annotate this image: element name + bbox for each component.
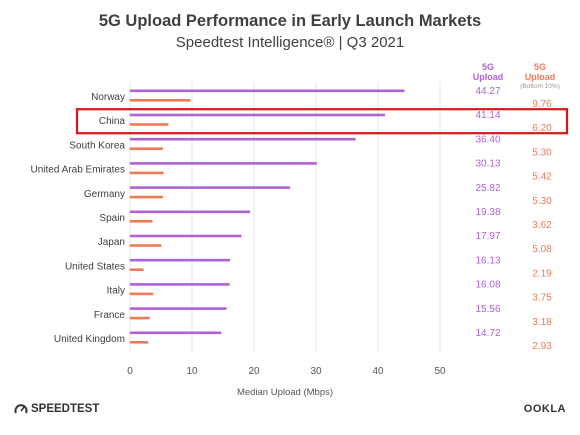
upload-bar — [130, 210, 251, 214]
category-label: Germany — [84, 189, 125, 200]
low-upload-column-header: 5G Upload (Bottom 10%) — [510, 62, 570, 91]
low-upload-bar — [130, 268, 144, 271]
upload-value-label: 30.13 — [475, 159, 500, 170]
category-label: Japan — [98, 237, 125, 248]
low-upload-value-label: 3.62 — [532, 220, 552, 231]
ookla-logo: OOKLA — [523, 403, 566, 415]
category-label: United Arab Emirates — [31, 165, 126, 176]
x-tick-label: 40 — [372, 366, 384, 377]
low-upload-bar — [130, 244, 162, 247]
low-upload-bar — [130, 99, 191, 102]
upload-bar — [130, 162, 317, 165]
category-label: Spain — [99, 213, 125, 224]
low-upload-bar — [130, 292, 154, 296]
low-upload-value-label: 9.76 — [532, 99, 552, 110]
low-upload-bar — [130, 171, 164, 175]
low-upload-value-label: 3.18 — [532, 317, 552, 328]
upload-bar — [130, 258, 231, 262]
upload-value-label: 14.72 — [475, 328, 500, 339]
chart-subtitle: Speedtest Intelligence® | Q3 2021 — [175, 34, 405, 51]
speedtest-logo: SPEEDTEST — [14, 403, 99, 415]
x-tick-label: 50 — [434, 366, 446, 377]
low-upload-bar — [130, 195, 163, 199]
upload-bar — [130, 234, 242, 238]
category-label: United States — [65, 261, 125, 272]
low-upload-bar — [130, 220, 153, 223]
upload-value-label: 19.38 — [475, 207, 500, 218]
low-upload-value-label: 5.30 — [532, 196, 552, 207]
upload-bar — [130, 283, 230, 286]
low-upload-header-line-1: 5G — [533, 62, 546, 72]
upload-value-label: 41.14 — [475, 110, 500, 121]
low-upload-bar — [130, 341, 149, 344]
low-upload-header-line-2: Upload — [524, 72, 556, 82]
x-tick-label: 0 — [127, 366, 133, 377]
upload-bar — [130, 89, 405, 93]
upload-value-label: 15.56 — [475, 304, 500, 315]
upload-value-label: 16.13 — [475, 255, 500, 266]
category-label: South Korea — [69, 140, 125, 151]
category-label: Italy — [107, 286, 125, 297]
upload-bar — [130, 307, 227, 310]
category-label: China — [99, 116, 126, 127]
category-label: Norway — [91, 92, 125, 103]
upload-value-label: 16.08 — [475, 280, 500, 291]
x-tick-label: 20 — [248, 366, 260, 377]
low-upload-value-label: 5.08 — [532, 244, 552, 255]
upload-value-label: 25.82 — [475, 183, 500, 194]
low-upload-value-label: 2.93 — [532, 341, 552, 352]
x-axis-label: Median Upload (Mbps) — [236, 387, 334, 398]
upload-column-header: 5G Upload — [458, 62, 518, 82]
low-upload-header-note: (Bottom 10%) — [520, 83, 560, 90]
category-label: United Kingdom — [54, 334, 125, 345]
low-upload-bar — [130, 316, 150, 320]
low-upload-value-label: 2.19 — [532, 268, 552, 279]
low-upload-value-label: 5.42 — [532, 172, 552, 183]
upload-header-line-2: Upload — [472, 72, 504, 82]
x-tick-label: 30 — [310, 366, 322, 377]
upload-header-line-1: 5G — [481, 62, 494, 72]
upload-value-label: 36.40 — [475, 134, 500, 145]
upload-value-label: 17.97 — [475, 231, 500, 242]
low-upload-value-label: 6.20 — [532, 123, 552, 134]
low-upload-bar — [130, 123, 169, 126]
x-tick-label: 10 — [186, 366, 198, 377]
category-label: France — [94, 310, 126, 321]
upload-value-label: 44.27 — [475, 86, 500, 97]
upload-bar — [130, 113, 386, 117]
upload-bar — [130, 137, 356, 141]
upload-bar — [130, 186, 291, 189]
speedtest-brand-text: SPEEDTEST — [31, 403, 100, 415]
upload-bar — [130, 331, 222, 335]
low-upload-bar — [130, 147, 163, 150]
chart-title: 5G Upload Performance in Early Launch Ma… — [98, 12, 482, 30]
highlight-frame — [75, 108, 569, 135]
speedometer-icon — [14, 404, 28, 414]
low-upload-value-label: 5.30 — [532, 147, 552, 158]
low-upload-value-label: 3.75 — [532, 293, 552, 304]
